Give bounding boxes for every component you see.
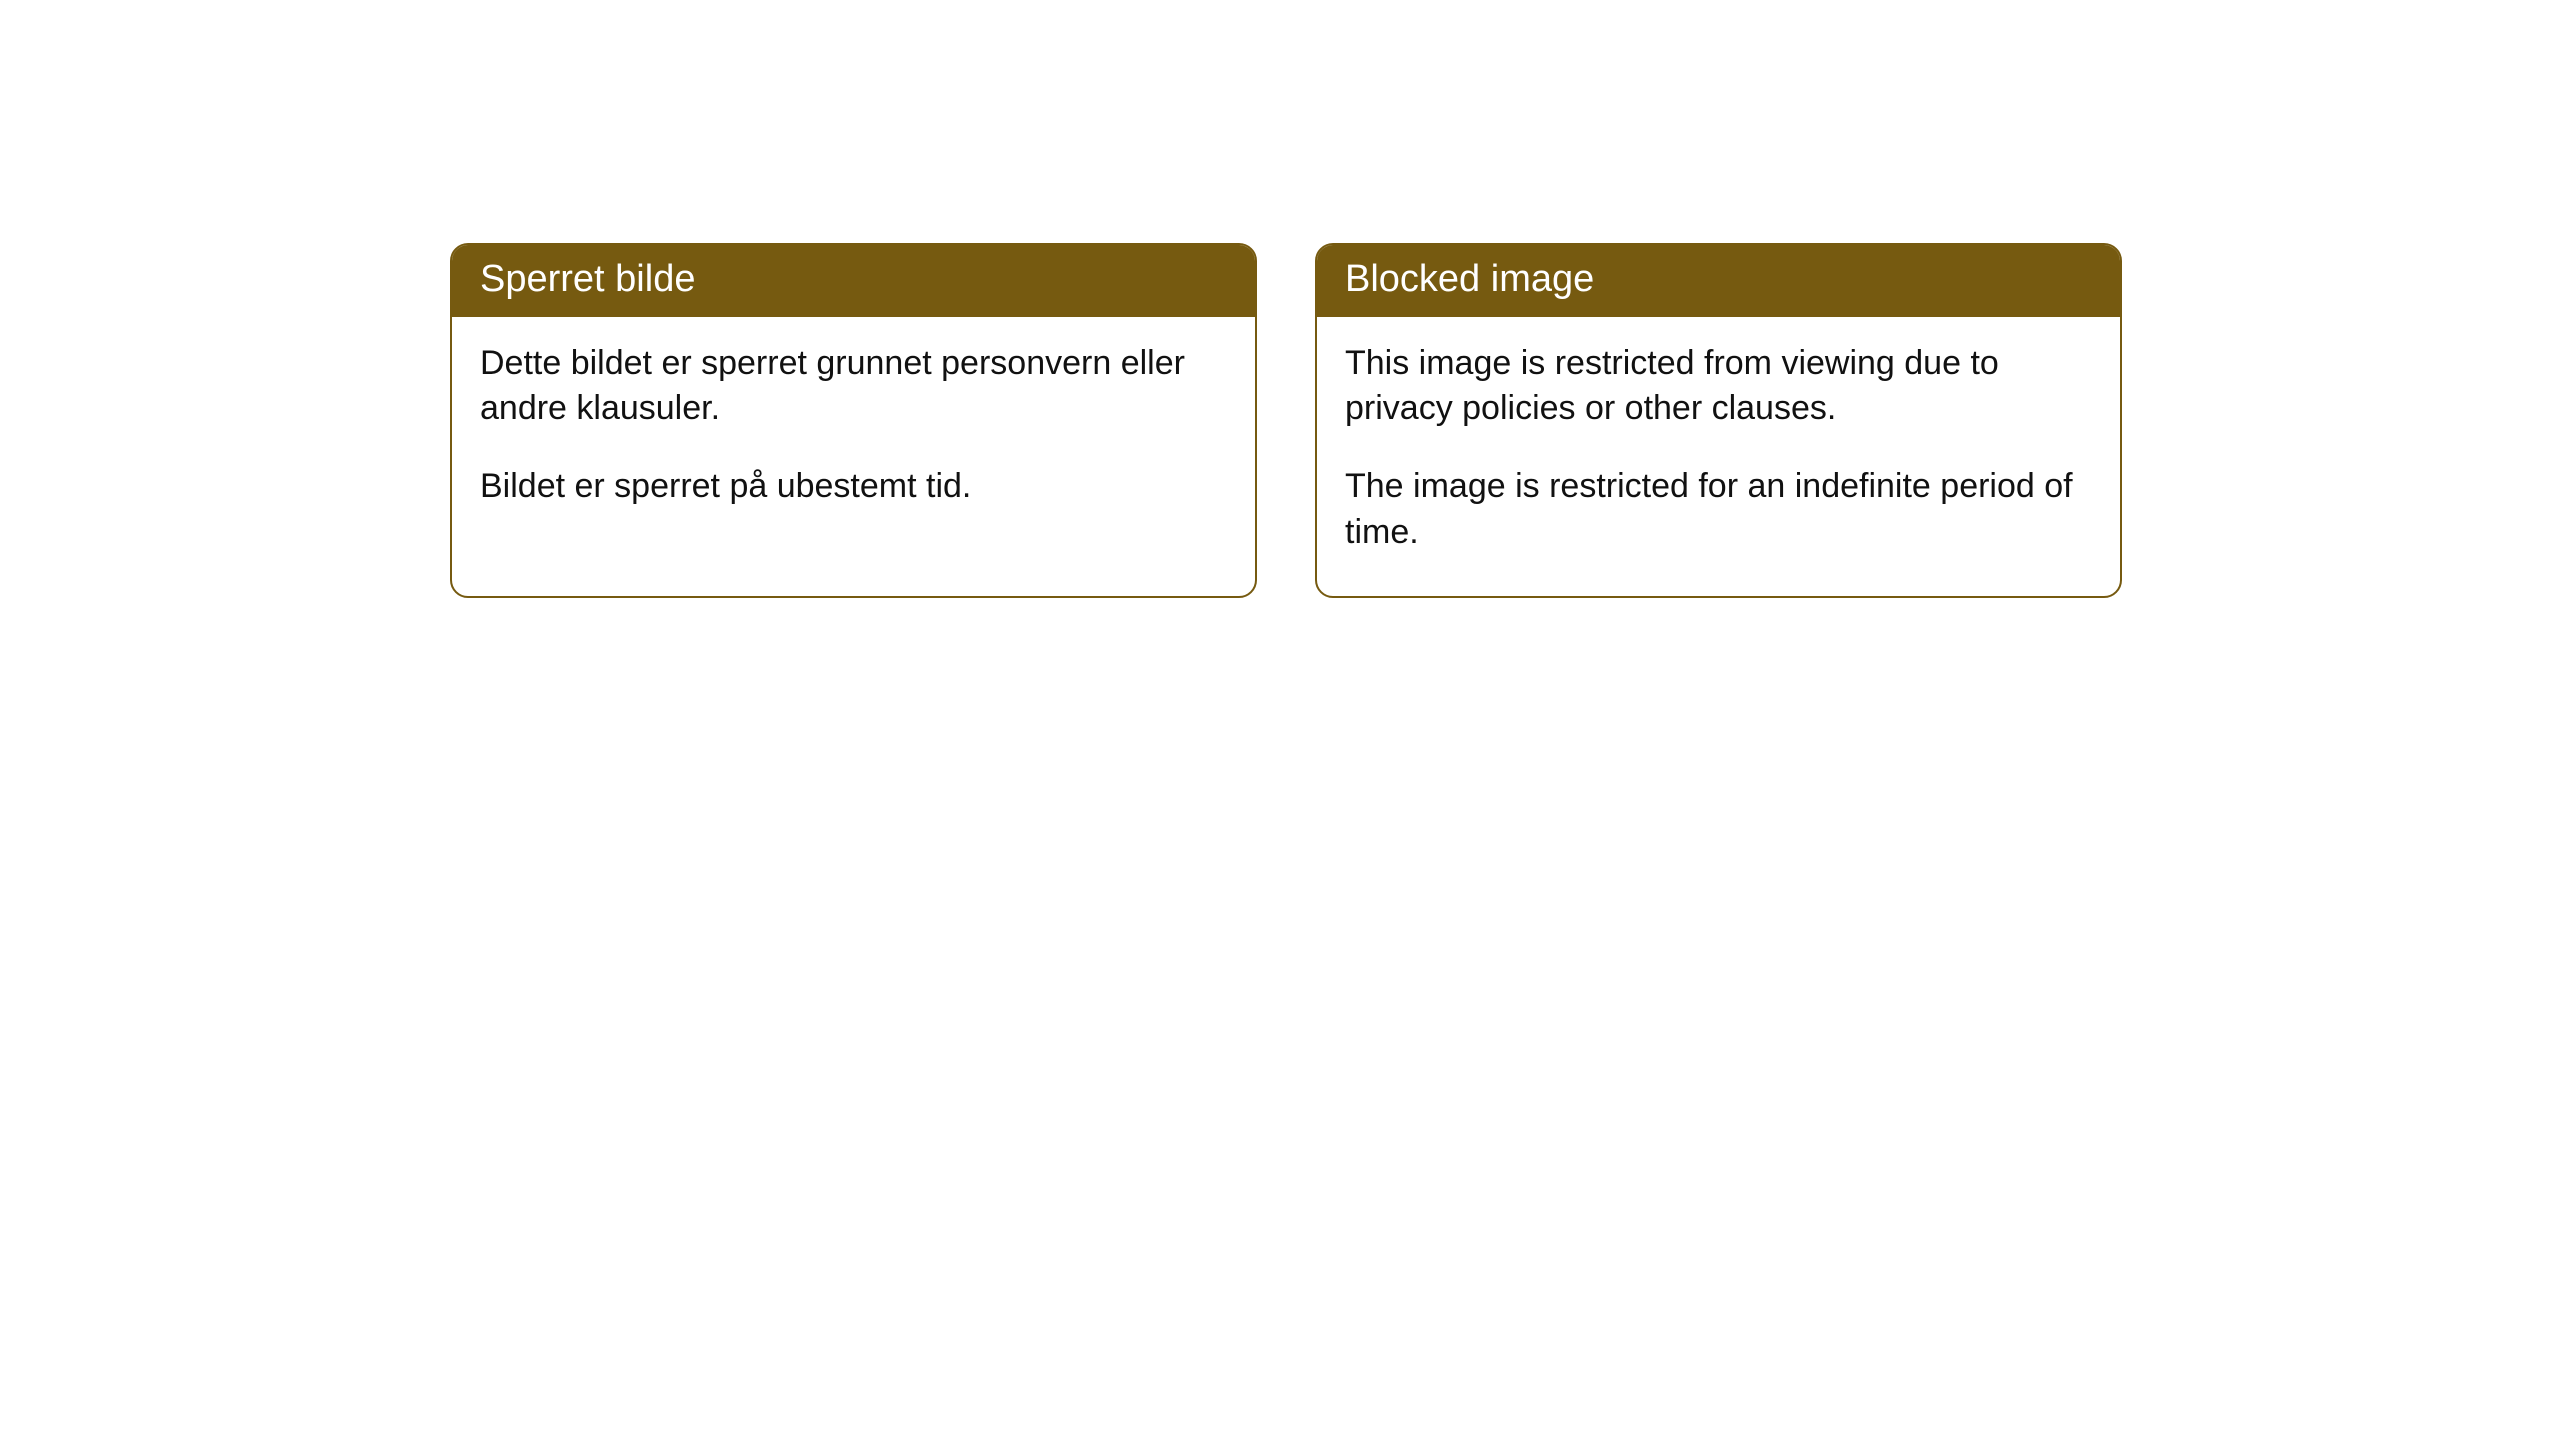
card-title-english: Blocked image bbox=[1317, 245, 2120, 317]
card-body-english: This image is restricted from viewing du… bbox=[1317, 317, 2120, 597]
blocked-image-card-english: Blocked image This image is restricted f… bbox=[1315, 243, 2122, 598]
card-title-norwegian: Sperret bilde bbox=[452, 245, 1255, 317]
card-text-paragraph: Dette bildet er sperret grunnet personve… bbox=[480, 341, 1227, 433]
card-text-paragraph: The image is restricted for an indefinit… bbox=[1345, 464, 2092, 556]
card-text-paragraph: This image is restricted from viewing du… bbox=[1345, 341, 2092, 433]
card-text-paragraph: Bildet er sperret på ubestemt tid. bbox=[480, 464, 1227, 510]
blocked-image-card-norwegian: Sperret bilde Dette bildet er sperret gr… bbox=[450, 243, 1257, 598]
cards-container: Sperret bilde Dette bildet er sperret gr… bbox=[450, 243, 2122, 598]
card-body-norwegian: Dette bildet er sperret grunnet personve… bbox=[452, 317, 1255, 551]
